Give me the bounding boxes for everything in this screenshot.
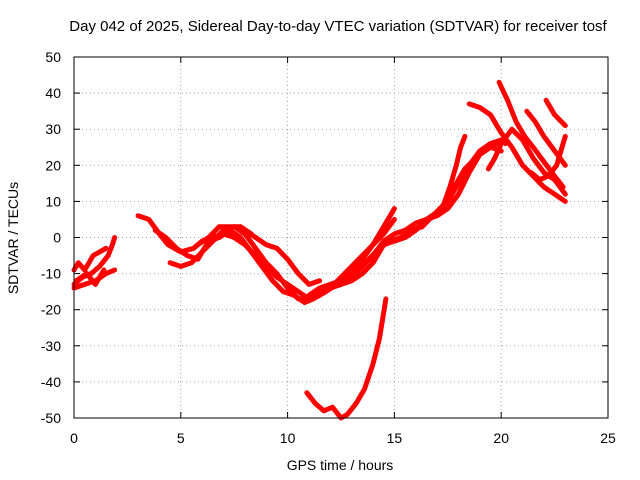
series-track-9	[242, 227, 323, 287]
y-tick-label: 10	[45, 193, 61, 209]
grid-lines	[74, 57, 608, 418]
series-track-7	[167, 144, 504, 302]
x-tick-label: 20	[493, 430, 509, 446]
y-tick-label: -40	[41, 374, 61, 390]
series-track-4	[73, 267, 107, 287]
series-track-8	[195, 224, 254, 248]
y-tick-label: 40	[45, 85, 61, 101]
x-tick-label: 25	[600, 430, 616, 446]
x-tick-label: 0	[70, 430, 78, 446]
y-tick-label: 0	[53, 230, 61, 246]
y-tick-label: 20	[45, 157, 61, 173]
chart-title: Day 042 of 2025, Sidereal Day-to-day VTE…	[69, 18, 607, 35]
series-track-17	[528, 133, 568, 183]
y-tick-label: -30	[41, 338, 61, 354]
y-tick-label: 50	[45, 49, 61, 65]
series-track-11	[327, 216, 397, 291]
series-track-12	[304, 296, 389, 421]
series-track-6	[152, 141, 500, 305]
x-tick-label: 5	[177, 430, 185, 446]
y-tick-label: 30	[45, 121, 61, 137]
axis-ticks: 0 5 10 15 20 25 -50 -40 -30 -20 -10 0 10 20 30 40 50	[41, 49, 616, 446]
series-track-3	[71, 245, 109, 273]
y-tick-label: -50	[41, 410, 61, 426]
series-track-14	[466, 101, 568, 204]
x-axis-label: GPS time / hours	[287, 457, 394, 473]
y-tick-label: -10	[41, 266, 61, 282]
series-track-15	[485, 126, 568, 197]
data-series	[71, 79, 568, 421]
series-track-18	[524, 108, 568, 168]
y-axis-label: SDTVAR / TECUs	[5, 182, 21, 294]
y-tick-label: -20	[41, 302, 61, 318]
series-track-10	[306, 206, 397, 298]
series-track-13	[441, 133, 468, 208]
series-track-5	[135, 137, 508, 302]
x-tick-label: 15	[387, 430, 403, 446]
series-track-19	[543, 97, 568, 129]
x-tick-label: 10	[280, 430, 296, 446]
